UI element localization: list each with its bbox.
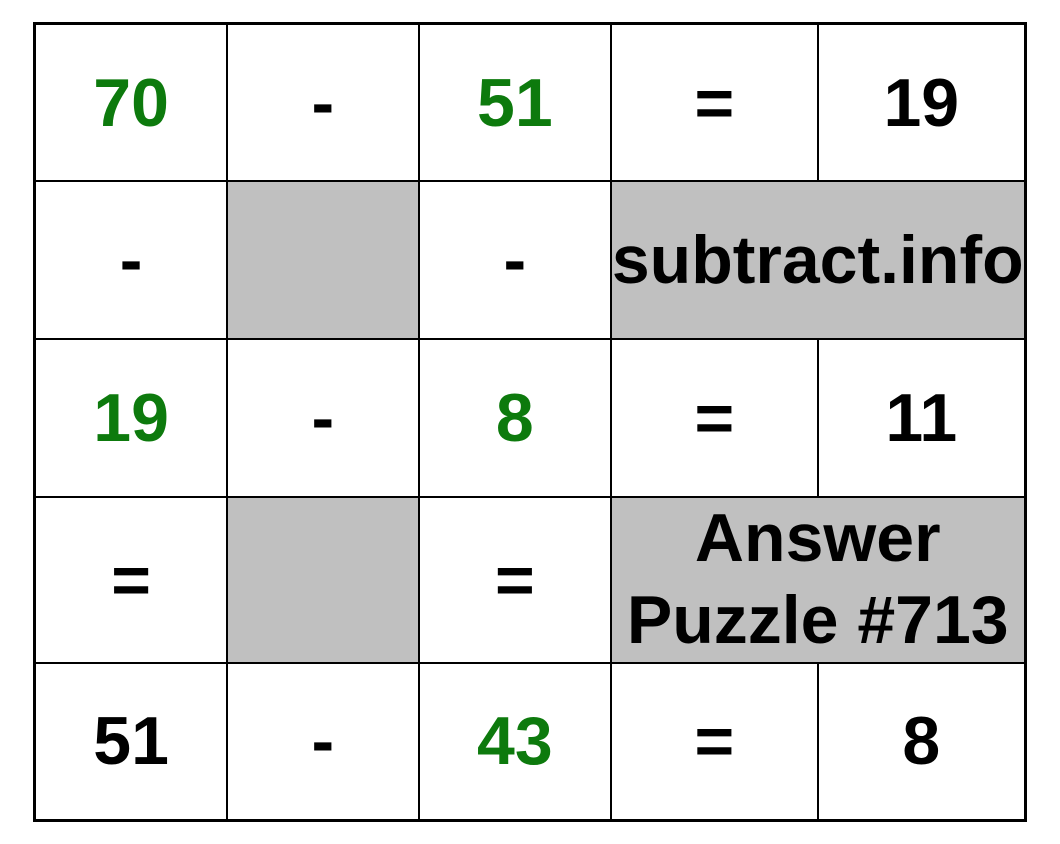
puzzle-row-2: 19 - 8 = 11 [35, 339, 1025, 497]
cell-r2c2: 8 [419, 339, 611, 497]
cell-r3c2-equals: = [419, 497, 611, 662]
cell-r0c3-equals: = [611, 23, 818, 181]
cell-r4c4: 8 [818, 663, 1025, 821]
cell-r2c3-equals: = [611, 339, 818, 497]
cell-r3c1-blank [227, 497, 419, 662]
puzzle-grid: 70 - 51 = 19 - - subtract.info 19 - 8 = … [33, 22, 1026, 822]
puzzle-row-0: 70 - 51 = 19 [35, 23, 1025, 181]
cell-r2c1-operator: - [227, 339, 419, 497]
cell-r2c0: 19 [35, 339, 227, 497]
cell-r0c4: 19 [818, 23, 1025, 181]
cell-r4c2: 43 [419, 663, 611, 821]
puzzle-row-4: 51 - 43 = 8 [35, 663, 1025, 821]
cell-r3c0-equals: = [35, 497, 227, 662]
cell-r4c1-operator: - [227, 663, 419, 821]
puzzle-row-1: - - subtract.info [35, 181, 1025, 339]
cell-r2c4: 11 [818, 339, 1025, 497]
cell-r1-info: subtract.info [611, 181, 1025, 339]
cell-r1c0-operator: - [35, 181, 227, 339]
cell-r1c2-operator: - [419, 181, 611, 339]
puzzle-row-3: = = Answer Puzzle #713 [35, 497, 1025, 662]
cell-r4c0: 51 [35, 663, 227, 821]
cell-r4c3-equals: = [611, 663, 818, 821]
cell-r3-info: Answer Puzzle #713 [611, 497, 1025, 662]
cell-r0c0: 70 [35, 23, 227, 181]
cell-r1c1-blank [227, 181, 419, 339]
cell-r0c1-operator: - [227, 23, 419, 181]
cell-r0c2: 51 [419, 23, 611, 181]
